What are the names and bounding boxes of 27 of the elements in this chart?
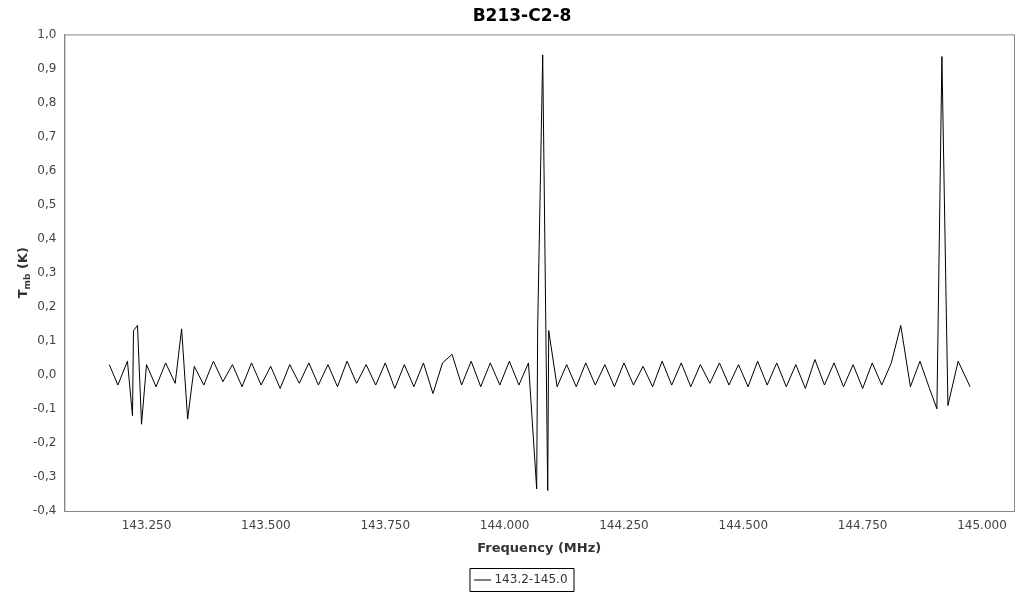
x-tick-label: 143.500	[241, 518, 291, 533]
legend-label: 143.2-145.0	[494, 572, 568, 587]
y-tick-label: 1,0	[37, 26, 57, 41]
y-tick-label: 0,9	[37, 60, 57, 75]
x-tick-label: 143.750	[360, 518, 411, 533]
y-tick-label: 0,4	[37, 230, 57, 245]
y-tick-label: 0,7	[37, 128, 57, 143]
x-tick-label: 144.750	[837, 518, 888, 533]
y-tick-label: -0,4	[32, 503, 57, 518]
y-tick-label: 0,1	[37, 332, 57, 347]
y-tick-label: 0,2	[37, 298, 57, 313]
y-tick-label: 0,6	[37, 162, 57, 177]
y-tick-label: 0,8	[37, 94, 57, 109]
chart-title: B213-C2-8	[472, 4, 572, 25]
x-tick-label: 144.000	[479, 518, 530, 533]
y-tick-label: 0,3	[37, 264, 57, 279]
x-tick-label: 144.250	[599, 518, 649, 533]
y-tick-label: -0,3	[32, 469, 57, 484]
y-tick-label: -0,2	[32, 435, 57, 450]
x-axis-title: Frequency (MHz)	[477, 539, 602, 555]
y-tick-label: 0,0	[37, 366, 57, 381]
x-tick-label: 144.500	[718, 518, 769, 533]
y-axis-title: Tmb (K)	[15, 247, 33, 299]
y-tick-label: 0,5	[37, 196, 57, 211]
y-tick-label: -0,1	[32, 401, 57, 415]
x-tick-label: 145.000	[957, 518, 1007, 533]
x-tick-label: 143.250	[121, 518, 172, 533]
